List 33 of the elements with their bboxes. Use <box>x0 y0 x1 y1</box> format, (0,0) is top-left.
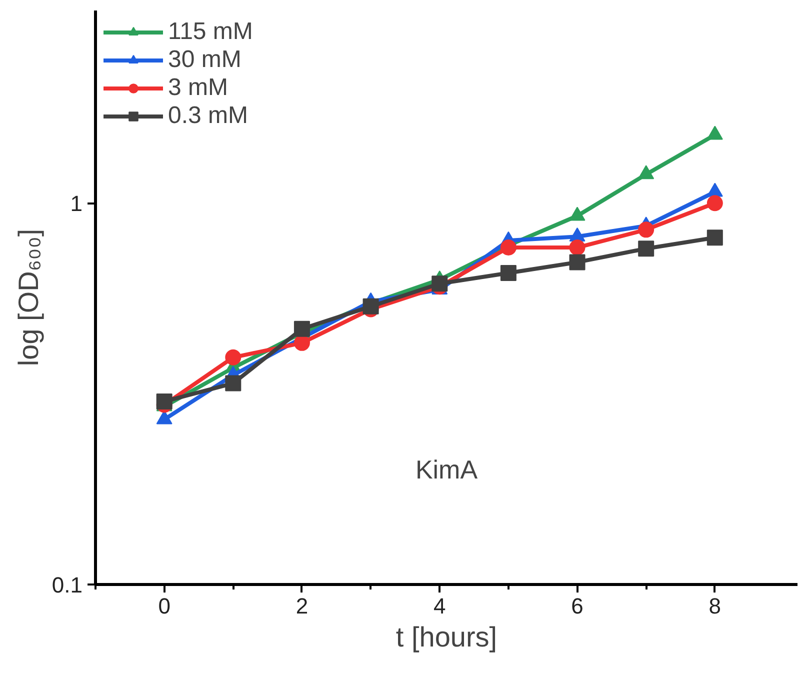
point <box>706 230 723 246</box>
legend-label: 115 mM <box>168 18 253 46</box>
x-axis-title: t [hours] <box>396 622 498 652</box>
point <box>638 222 654 238</box>
point <box>706 126 723 140</box>
point <box>225 375 242 392</box>
point <box>569 254 586 270</box>
y-tick-label: 0.1 <box>52 572 83 598</box>
point <box>432 276 448 292</box>
point <box>638 240 654 257</box>
annotation: KimA <box>415 454 478 484</box>
point <box>362 298 379 314</box>
point <box>500 240 516 256</box>
legend-label: 30 mM <box>168 46 242 74</box>
x-tick-label: 8 <box>708 594 722 618</box>
x-tick-label: 4 <box>434 594 446 618</box>
point <box>638 165 654 180</box>
y-axis-title: log [OD₆₀₀] <box>12 228 44 366</box>
point <box>225 349 242 366</box>
point <box>294 320 310 337</box>
point <box>500 264 516 281</box>
x-tick-label: 0 <box>158 594 170 618</box>
point <box>156 393 172 410</box>
legend-label: 3 mM <box>168 74 228 102</box>
point <box>294 334 310 351</box>
x-tick-label: 2 <box>296 594 308 618</box>
y-tick-label: 1 <box>70 191 83 216</box>
point <box>569 206 586 221</box>
legend-label: 0.3 mM <box>168 102 248 130</box>
x-tick-label: 6 <box>571 594 584 618</box>
point <box>569 240 586 256</box>
point <box>706 195 723 212</box>
point <box>706 182 723 197</box>
